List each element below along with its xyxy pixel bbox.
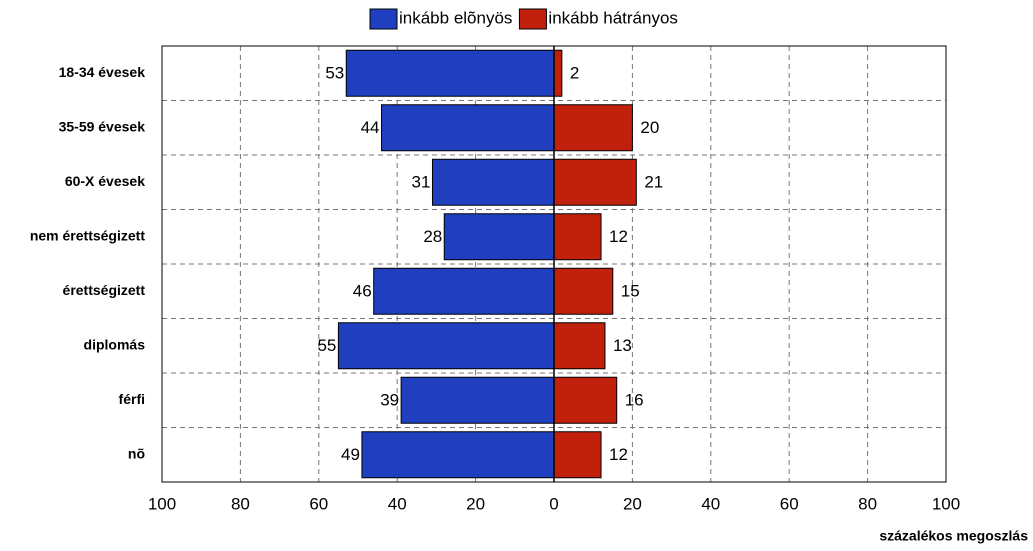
data-label: 16 bbox=[625, 391, 644, 410]
x-tick-label: 20 bbox=[623, 494, 642, 513]
bar bbox=[553, 376, 618, 424]
category-label: férfi bbox=[119, 391, 145, 407]
bar bbox=[553, 267, 614, 315]
data-label: 28 bbox=[423, 227, 442, 246]
category-label: nem érettségizett bbox=[30, 227, 145, 243]
legend-label: inkább hátrányos bbox=[548, 8, 677, 27]
x-tick-label: 40 bbox=[701, 494, 720, 513]
x-tick-label: 60 bbox=[780, 494, 799, 513]
bar bbox=[553, 322, 606, 370]
bar bbox=[443, 213, 555, 261]
bar bbox=[373, 267, 555, 315]
data-label: 49 bbox=[341, 445, 360, 464]
data-label: 46 bbox=[353, 282, 372, 301]
x-tick-label: 0 bbox=[549, 494, 558, 513]
data-label: 13 bbox=[613, 336, 632, 355]
legend-swatch bbox=[518, 8, 547, 30]
category-label: 60-X évesek bbox=[65, 173, 145, 189]
category-label: nõ bbox=[128, 445, 145, 461]
data-label: 20 bbox=[640, 118, 659, 137]
category-label: 35-59 évesek bbox=[59, 118, 146, 134]
data-label: 12 bbox=[609, 227, 628, 246]
data-label: 31 bbox=[412, 173, 431, 192]
data-label: 53 bbox=[325, 64, 344, 83]
bar bbox=[431, 158, 555, 206]
legend-label: inkább elõnyös bbox=[399, 8, 512, 27]
bar bbox=[553, 431, 602, 479]
category-label: 18-34 évesek bbox=[59, 64, 146, 80]
bar bbox=[361, 431, 555, 479]
x-tick-label: 40 bbox=[388, 494, 407, 513]
data-label: 39 bbox=[380, 391, 399, 410]
bar bbox=[345, 49, 555, 97]
bar bbox=[400, 376, 555, 424]
x-tick-label: 20 bbox=[466, 494, 485, 513]
bar bbox=[553, 49, 563, 97]
x-tick-label: 80 bbox=[231, 494, 250, 513]
data-label: 21 bbox=[644, 173, 663, 192]
bar bbox=[337, 322, 555, 370]
category-label: érettségizett bbox=[63, 282, 146, 298]
x-tick-label: 60 bbox=[309, 494, 328, 513]
bar bbox=[553, 104, 633, 152]
data-label: 55 bbox=[317, 336, 336, 355]
bar bbox=[553, 158, 637, 206]
data-label: 44 bbox=[361, 118, 380, 137]
x-tick-label: 100 bbox=[932, 494, 960, 513]
legend-swatch bbox=[369, 8, 398, 30]
data-label: 15 bbox=[621, 282, 640, 301]
x-axis-label: százalékos megoszlás bbox=[879, 528, 1028, 544]
bar bbox=[553, 213, 602, 261]
data-label: 2 bbox=[570, 64, 579, 83]
data-label: 12 bbox=[609, 445, 628, 464]
x-tick-label: 80 bbox=[858, 494, 877, 513]
bar bbox=[381, 104, 555, 152]
category-label: diplomás bbox=[84, 336, 146, 352]
x-tick-label: 100 bbox=[148, 494, 176, 513]
